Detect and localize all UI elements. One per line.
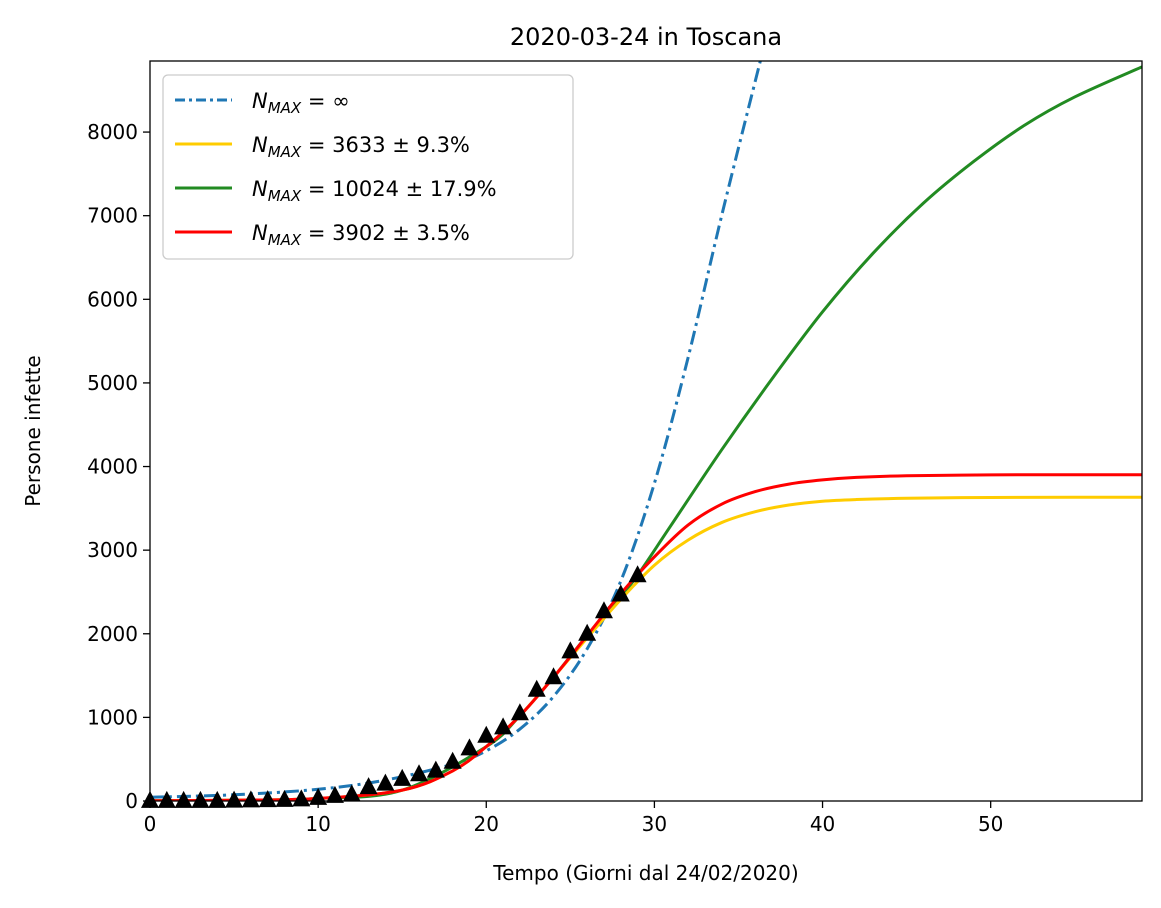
y-tick-label: 0 (125, 789, 138, 813)
legend: NMAX = ∞ NMAX = 3633 ± 9.3% NMAX = 10024 ±… (162, 74, 574, 260)
observed-point (578, 623, 597, 641)
observed-point (594, 601, 613, 619)
observed-point (544, 667, 563, 685)
observed-point (393, 768, 412, 786)
observed-point (628, 565, 647, 583)
observed-point (342, 784, 361, 802)
series-group (150, 61, 1142, 801)
x-tick-label: 30 (642, 812, 667, 836)
observed-point (241, 790, 260, 808)
observed-point (225, 790, 244, 808)
observed-point (258, 790, 277, 808)
series-line-1 (150, 495, 1142, 801)
x-tick-label: 20 (474, 812, 499, 836)
observed-point (325, 785, 344, 803)
observed-point (426, 760, 445, 778)
observed-point (443, 751, 462, 769)
y-tick-label: 3000 (87, 538, 138, 562)
x-tick-label: 0 (144, 812, 157, 836)
observed-point (494, 717, 513, 735)
observed-point (460, 738, 479, 756)
observed-point (410, 764, 429, 782)
y-tick-label: 1000 (87, 705, 138, 729)
y-tick-label: 8000 (87, 120, 138, 144)
observed-point (174, 790, 193, 808)
observed-point (527, 679, 546, 697)
observed-markers (141, 565, 647, 808)
legend-label-1: NMAX = 3633 ± 9.3% (252, 133, 470, 161)
y-tick-label: 5000 (87, 371, 138, 395)
x-tick-label: 10 (305, 812, 330, 836)
observed-point (292, 789, 311, 807)
y-tick-label: 4000 (87, 455, 138, 479)
plot-frame (149, 60, 1143, 802)
y-axis-label: Persone infette (21, 355, 45, 506)
observed-point (477, 725, 496, 743)
legend-box (162, 74, 574, 260)
y-tick-label: 6000 (87, 287, 138, 311)
x-axis-label: Tempo (Giorni dal 24/02/2020) (492, 861, 798, 885)
y-tick-label: 7000 (87, 204, 138, 228)
series-line-3 (150, 473, 1142, 801)
x-tick-label: 40 (810, 812, 835, 836)
legend-label-2: NMAX = 10024 ± 17.9% (252, 177, 497, 205)
axis-ticks: 0 10 20 30 40 50 0 1000 2000 3000 4000 5000 6000 7000… (87, 120, 1003, 836)
observed-point (376, 773, 395, 791)
legend-label-3: NMAX = 3902 ± 3.5% (252, 221, 470, 249)
x-tick-label: 50 (978, 812, 1003, 836)
series-line-0 (150, 61, 762, 799)
observed-point (510, 703, 529, 721)
observed-point (359, 777, 378, 795)
observed-point (157, 790, 176, 808)
observed-point (208, 790, 227, 808)
observed-point (191, 790, 210, 808)
chart-title: 2020-03-24 in Toscana (510, 23, 782, 51)
observed-point (561, 641, 580, 659)
observed-point (275, 789, 294, 807)
legend-label-0: NMAX = ∞ (252, 89, 350, 117)
y-tick-label: 2000 (87, 622, 138, 646)
observed-point (611, 584, 630, 602)
